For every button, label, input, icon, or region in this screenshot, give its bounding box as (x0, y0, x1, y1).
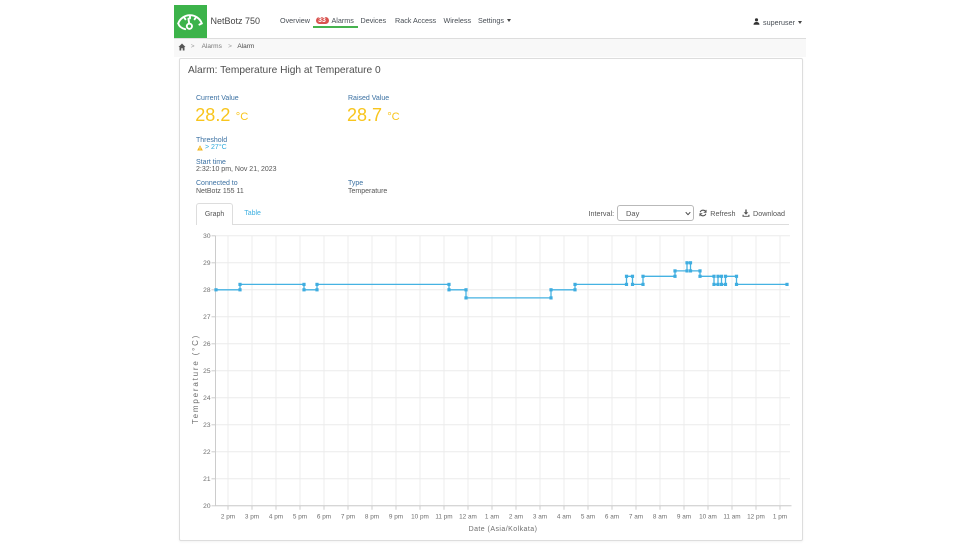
svg-text:5 pm: 5 pm (293, 513, 307, 520)
svg-text:8 am: 8 am (653, 513, 667, 520)
svg-text:2 pm: 2 pm (221, 513, 235, 520)
svg-text:1 am: 1 am (485, 513, 499, 520)
svg-text:8 pm: 8 pm (365, 513, 379, 520)
svg-text:28: 28 (203, 287, 211, 294)
svg-text:30: 30 (203, 233, 211, 240)
svg-text:10 pm: 10 pm (411, 513, 429, 520)
svg-text:3 am: 3 am (533, 513, 547, 520)
svg-text:4 pm: 4 pm (269, 513, 283, 520)
svg-text:5 am: 5 am (581, 513, 595, 520)
svg-text:1 pm: 1 pm (773, 513, 787, 520)
svg-text:11 am: 11 am (723, 513, 740, 520)
svg-text:2 am: 2 am (509, 513, 523, 520)
svg-text:27: 27 (203, 314, 211, 321)
svg-text:22: 22 (203, 449, 211, 456)
svg-text:6 am: 6 am (605, 513, 619, 520)
svg-text:29: 29 (203, 260, 211, 267)
svg-text:26: 26 (203, 341, 211, 348)
svg-text:Date (Asia/Kolkata): Date (Asia/Kolkata) (469, 526, 538, 533)
svg-text:23: 23 (203, 422, 211, 429)
svg-text:Temperature (°C): Temperature (°C) (191, 334, 200, 424)
svg-text:12 am: 12 am (459, 513, 477, 520)
svg-text:7 am: 7 am (629, 513, 643, 520)
svg-text:25: 25 (203, 368, 211, 375)
svg-text:24: 24 (203, 395, 211, 402)
svg-text:11 pm: 11 pm (435, 513, 452, 520)
svg-text:20: 20 (203, 503, 211, 510)
svg-text:21: 21 (203, 476, 211, 483)
svg-text:10 am: 10 am (699, 513, 717, 520)
svg-text:4 am: 4 am (557, 513, 571, 520)
svg-text:6 pm: 6 pm (317, 513, 331, 520)
svg-text:9 am: 9 am (677, 513, 691, 520)
svg-text:3 pm: 3 pm (245, 513, 259, 520)
svg-text:9 pm: 9 pm (389, 513, 403, 520)
svg-text:7 pm: 7 pm (341, 513, 355, 520)
svg-text:12 pm: 12 pm (747, 513, 765, 520)
